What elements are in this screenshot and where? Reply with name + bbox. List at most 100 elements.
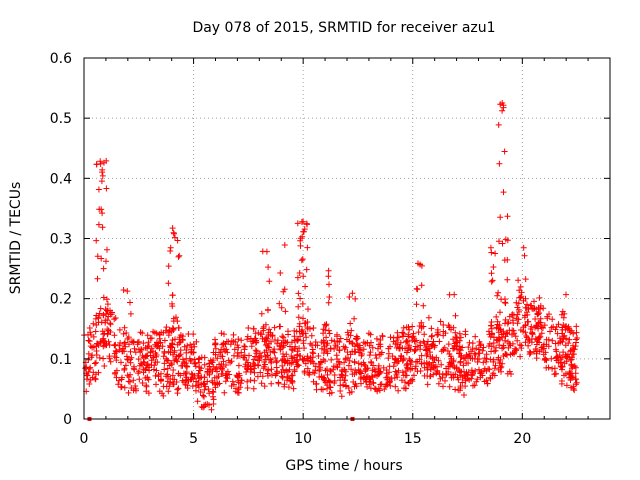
data-point [333, 363, 340, 370]
y-tick-label: 0.4 [50, 171, 72, 187]
data-point [392, 356, 399, 363]
data-point [402, 385, 409, 392]
data-point [563, 358, 570, 365]
data-point [497, 214, 504, 221]
data-point [173, 379, 180, 385]
data-point [165, 332, 172, 339]
data-point [266, 278, 273, 285]
data-point [282, 357, 289, 364]
data-point [320, 350, 327, 356]
data-point [89, 374, 96, 381]
data-point [529, 329, 536, 336]
data-point [103, 258, 109, 265]
data-point [531, 298, 537, 305]
data-point [445, 368, 452, 375]
data-point [573, 376, 579, 383]
data-point [268, 380, 275, 387]
data-point [118, 359, 124, 366]
data-point [185, 331, 192, 337]
data-point [492, 250, 499, 257]
data-point [524, 318, 531, 325]
data-point [428, 333, 435, 340]
data-point [410, 333, 417, 340]
data-point [231, 381, 237, 388]
data-point [302, 360, 309, 367]
data-point [534, 348, 540, 354]
data-point [430, 371, 437, 378]
data-point [163, 324, 170, 331]
data-point [453, 339, 460, 346]
data-point [336, 361, 343, 367]
data-point [262, 321, 269, 328]
data-point [99, 210, 106, 217]
data-point [165, 388, 172, 395]
data-point [322, 327, 329, 334]
data-point [334, 333, 340, 340]
data-point [548, 324, 555, 331]
data-point [192, 360, 199, 366]
data-point [263, 347, 270, 354]
data-point [522, 295, 529, 302]
data-point [480, 359, 487, 366]
data-point [472, 333, 479, 340]
data-point [127, 378, 133, 385]
data-point [558, 378, 565, 384]
data-point [324, 371, 331, 378]
data-point [165, 280, 172, 287]
data-point [197, 389, 204, 395]
data-point [244, 378, 251, 385]
data-point [218, 330, 225, 337]
data-point [308, 332, 315, 339]
data-point [573, 323, 580, 330]
data-point [279, 362, 286, 369]
data-point [280, 288, 287, 295]
data-point [500, 102, 507, 109]
data-point [209, 388, 216, 395]
data-point [176, 352, 183, 359]
data-point [477, 370, 483, 377]
data-point [100, 343, 107, 350]
data-point [268, 366, 275, 373]
data-point [258, 331, 265, 338]
data-point [562, 351, 569, 358]
data-point [495, 325, 502, 332]
data-point [483, 355, 490, 362]
data-point [458, 352, 465, 359]
y-tick-label: 0.1 [50, 352, 72, 368]
data-point [382, 383, 389, 390]
data-point [164, 365, 171, 372]
data-point [279, 333, 286, 340]
data-point [360, 346, 367, 353]
data-point [549, 316, 556, 323]
data-point [469, 340, 476, 347]
data-point [398, 377, 405, 384]
data-point [386, 378, 393, 385]
data-point [440, 328, 447, 335]
data-point [411, 348, 418, 355]
data-point [256, 355, 263, 362]
data-point [460, 355, 467, 362]
data-point [201, 361, 208, 368]
data-point [158, 370, 164, 377]
data-point [389, 353, 396, 360]
data-point [562, 370, 569, 377]
data-point [251, 361, 258, 368]
data-point [497, 364, 504, 371]
data-point [349, 339, 356, 346]
data-point [504, 320, 511, 327]
data-point [351, 358, 358, 365]
data-point [97, 160, 104, 167]
data-point [402, 339, 409, 345]
data-point [279, 374, 286, 381]
data-point [161, 366, 168, 373]
data-point [258, 380, 265, 387]
data-point [331, 377, 338, 384]
data-point [281, 353, 288, 360]
data-point [488, 319, 495, 325]
data-point [188, 358, 195, 364]
data-point [116, 346, 123, 353]
data-points [81, 100, 581, 421]
data-point [299, 256, 306, 263]
data-point [346, 294, 353, 300]
data-point [172, 234, 178, 241]
